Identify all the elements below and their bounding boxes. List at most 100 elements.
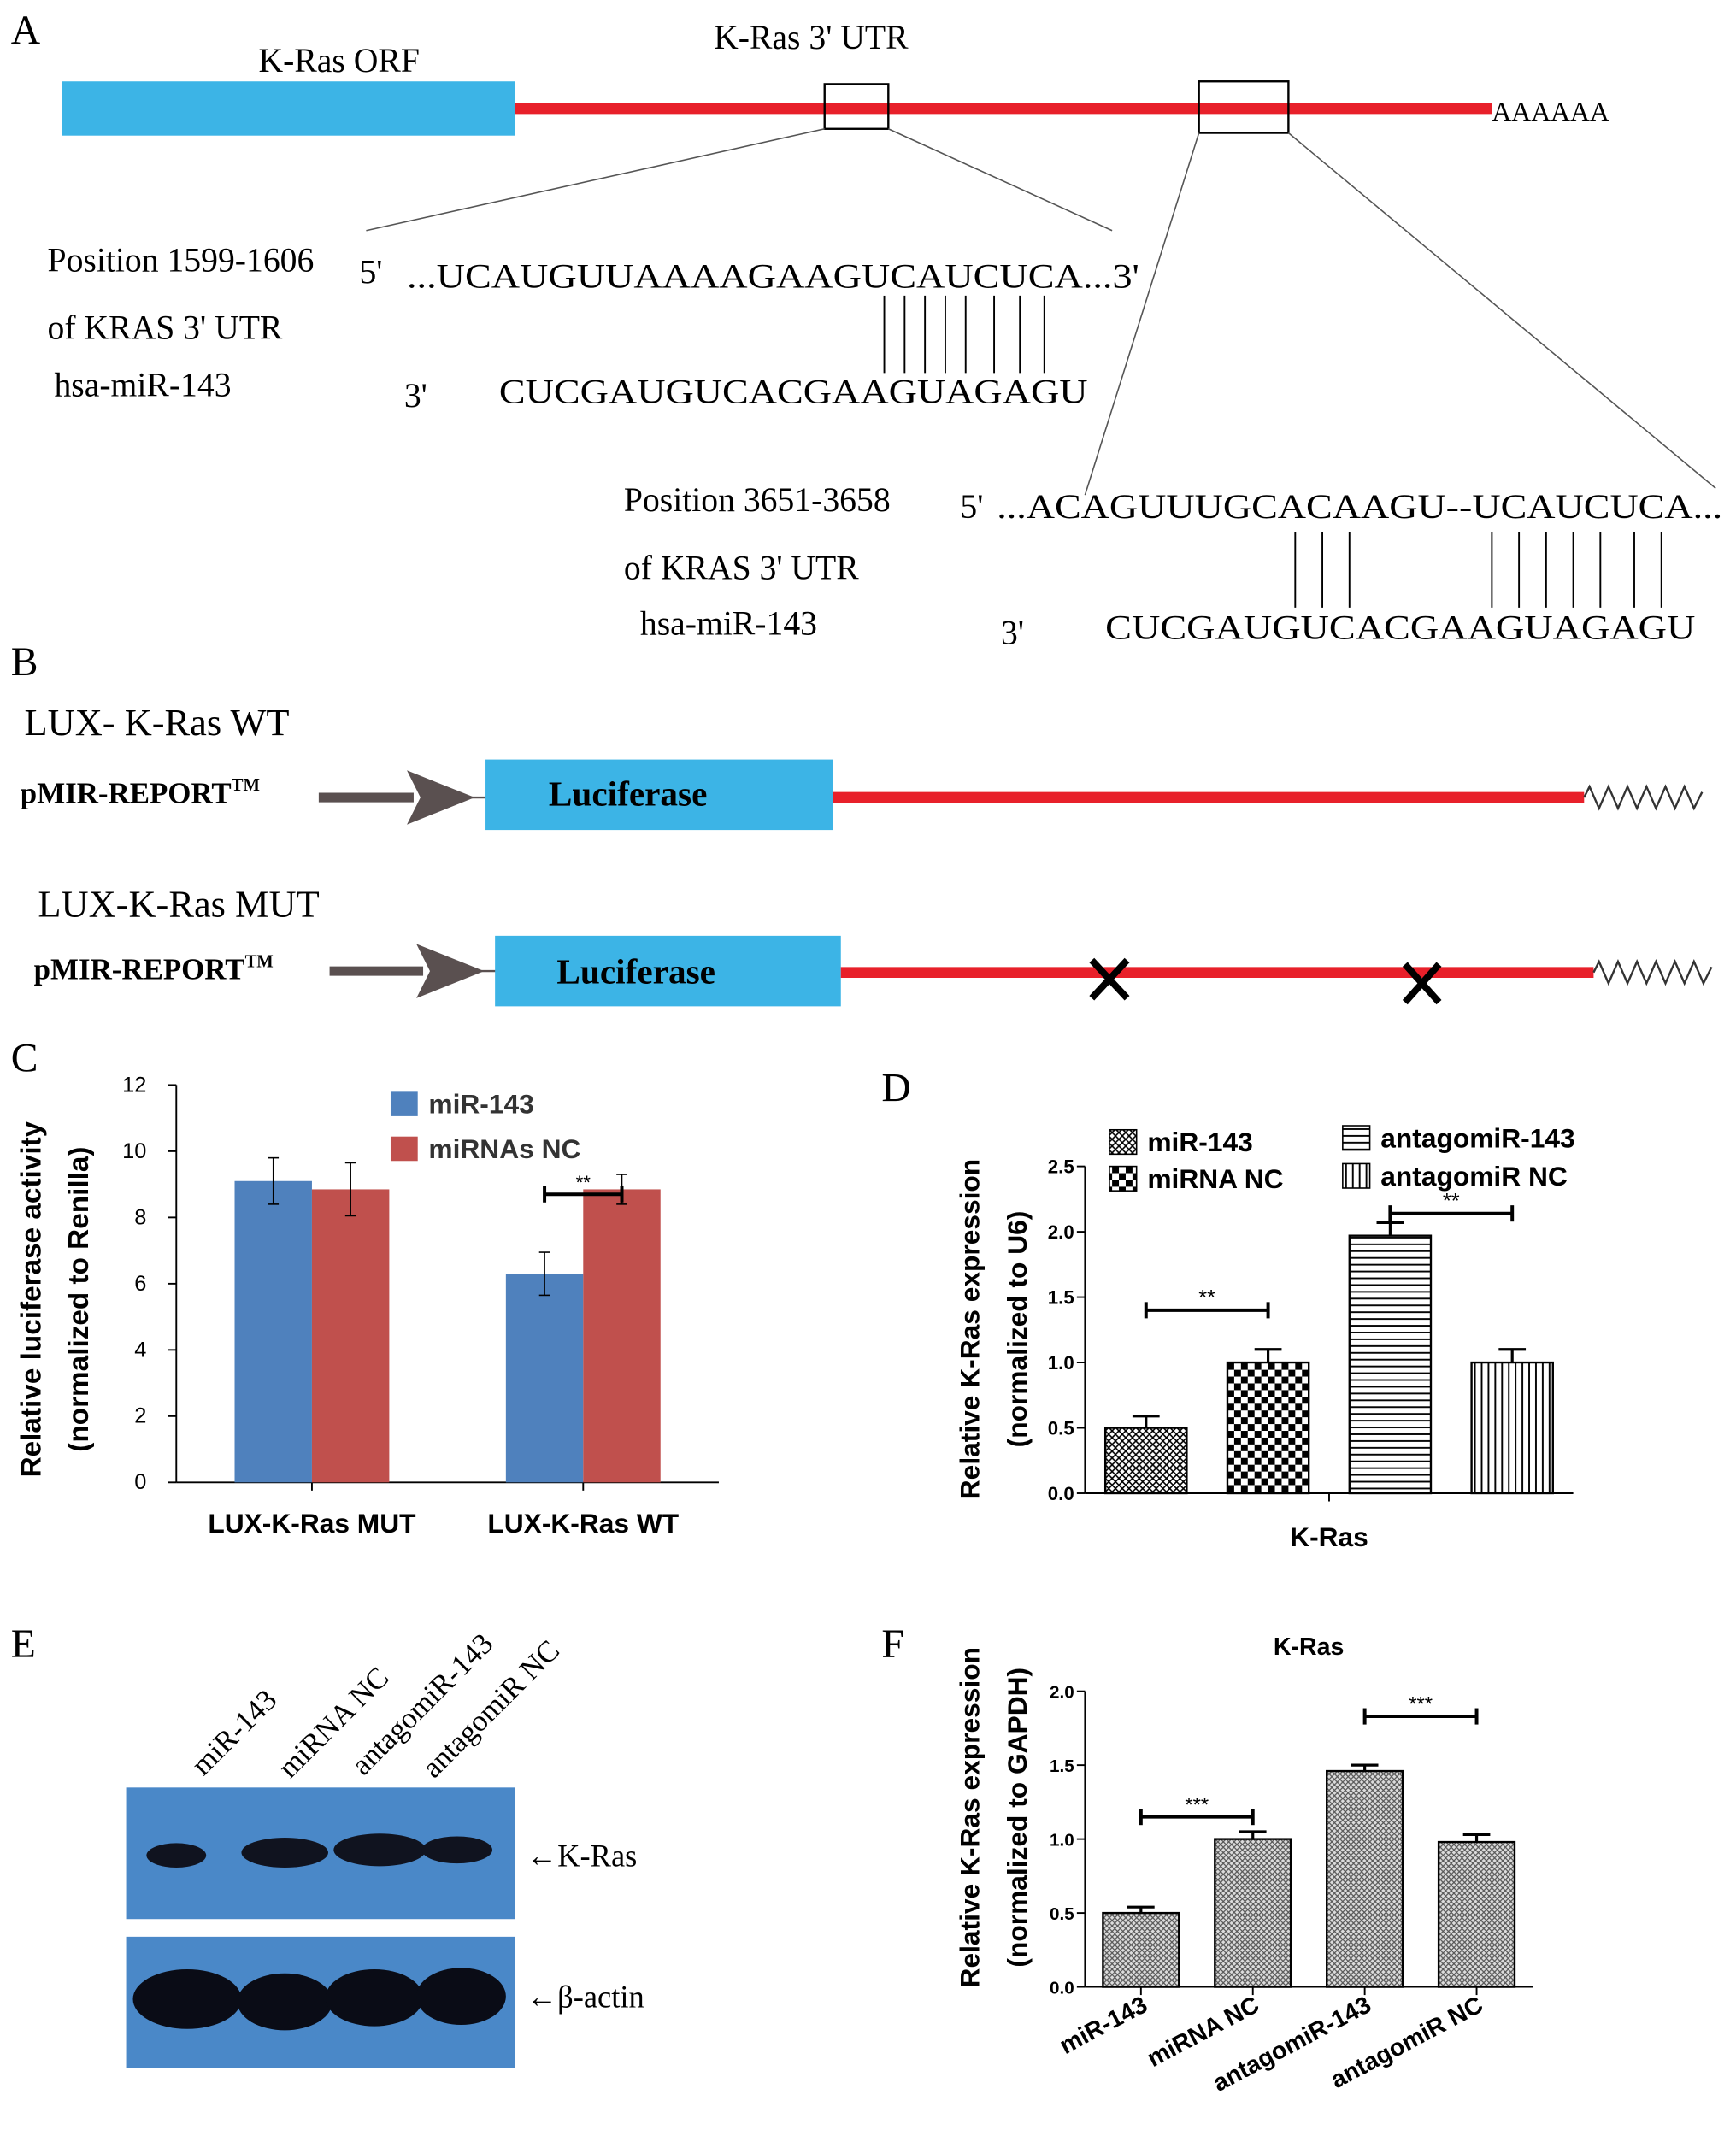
gene-label: Luciferase xyxy=(549,774,708,814)
panel-label: A xyxy=(11,9,41,53)
mirna-name: hsa-miR-143 xyxy=(640,605,817,643)
legend-swatch xyxy=(1342,1162,1371,1189)
error-bar xyxy=(1127,1905,1155,1914)
bar xyxy=(1103,1427,1188,1495)
utr-label: K-Ras 3' UTR xyxy=(714,19,909,56)
bar xyxy=(583,1189,661,1483)
legend-label: miRNAs NC xyxy=(428,1133,580,1164)
lane-label: miR-143 xyxy=(185,1683,283,1781)
site-position: Position 3651-3658 xyxy=(624,481,891,519)
three-prime: 3' xyxy=(404,377,427,415)
bar xyxy=(1470,1361,1554,1495)
legend-swatch xyxy=(1342,1125,1371,1151)
error-bar xyxy=(1498,1348,1527,1363)
x-axis-label: K-Ras xyxy=(1290,1521,1368,1552)
bar xyxy=(1214,1838,1292,1988)
vector-label: pMIR-REPORTTM xyxy=(34,952,274,986)
band-label: ←K-Ras xyxy=(527,1838,638,1873)
y-axis-label: (normalized to GAPDH) xyxy=(1002,1668,1033,1968)
y-tick-label: 1.5 xyxy=(1050,1756,1074,1776)
y-tick-label: 2 xyxy=(134,1404,146,1428)
mirna-seq: CUCGAUGUCACGAAGUAGAGU xyxy=(1105,609,1695,646)
legend-swatch xyxy=(1109,1128,1138,1156)
sig-label: ** xyxy=(1198,1286,1215,1310)
y-tick-label: 2.0 xyxy=(1048,1221,1074,1243)
sig-label: *** xyxy=(1185,1793,1209,1816)
y-axis-label: Relative K-Ras expression xyxy=(955,1647,986,1987)
trademark: TM xyxy=(245,952,274,971)
bar xyxy=(1102,1911,1180,1988)
legend-swatch xyxy=(390,1136,418,1162)
y-tick-label: 0.0 xyxy=(1050,1979,1074,1998)
y-tick-label: 2.5 xyxy=(1048,1156,1074,1178)
site-position: Position 1599-1606 xyxy=(48,241,315,279)
target-seq: ...UCAUGUUAAAAGAAGUCAUCUCA...3' xyxy=(407,257,1139,295)
x-tick-label: miR-143 xyxy=(1056,1991,1152,2059)
y-tick-label: 1.0 xyxy=(1050,1831,1074,1851)
bar xyxy=(1348,1234,1433,1495)
k-ras-bands xyxy=(146,1833,492,1868)
y-tick-label: 4 xyxy=(134,1338,146,1362)
y-tick-label: 0.5 xyxy=(1050,1904,1074,1924)
y-axis-label: Relative luciferase activity xyxy=(16,1121,48,1477)
legend-label: antagomiR NC xyxy=(1380,1161,1568,1192)
site-of: of KRAS 3' UTR xyxy=(48,309,283,347)
vector-name: pMIR-REPORT xyxy=(21,776,232,809)
legend-label: miR-143 xyxy=(1147,1127,1252,1157)
poly-a-tail xyxy=(1583,784,1704,811)
y-tick-label: 0.5 xyxy=(1048,1417,1074,1439)
zoom-lines xyxy=(366,127,1716,496)
y-tick-label: 8 xyxy=(134,1205,146,1229)
promoter-arrowhead xyxy=(416,944,485,998)
poly-a: AAAAAA xyxy=(1492,97,1609,127)
error-bar xyxy=(1462,1833,1491,1843)
gene-label: Luciferase xyxy=(556,951,715,991)
promoter-arrowhead xyxy=(407,770,475,825)
legend-swatch xyxy=(1109,1165,1138,1192)
orf-label: K-Ras ORF xyxy=(258,42,419,79)
poly-a-tail xyxy=(1592,959,1713,986)
panel-label: E xyxy=(11,1622,36,1667)
y-axis-label: Relative K-Ras expression xyxy=(955,1159,986,1499)
panel-label: F xyxy=(881,1622,903,1667)
actin-bands xyxy=(132,1968,506,2031)
vector-label: pMIR-REPORTTM xyxy=(21,776,260,809)
site-box xyxy=(823,83,890,130)
error-bar xyxy=(1351,1763,1379,1772)
error-bar xyxy=(1254,1348,1282,1363)
bar xyxy=(1326,1769,1404,1988)
mirna-seq: CUCGAUGUCACGAAGUAGAGU xyxy=(499,373,1088,410)
target-seq: ...ACAGUUUGCACAAGU--UCAUCUCA... xyxy=(997,488,1722,526)
legend-label: miRNA NC xyxy=(1147,1163,1283,1194)
band-label: ←β-actin xyxy=(527,1979,644,2014)
construct-name: LUX- K-Ras WT xyxy=(25,701,290,744)
bar xyxy=(1437,1840,1516,1988)
vector-name: pMIR-REPORT xyxy=(34,953,245,986)
chart-title: K-Ras xyxy=(1274,1633,1345,1661)
error-bar xyxy=(1132,1415,1160,1428)
bar xyxy=(311,1189,390,1483)
luciferase-box xyxy=(495,935,841,1007)
construct-name: LUX-K-Ras MUT xyxy=(38,883,319,926)
y-axis-label: (normalized to Renilla) xyxy=(63,1146,95,1451)
error-bar xyxy=(344,1162,356,1217)
panel-e: E miR-143 miRNA NC antagomiR-143 antagom… xyxy=(11,1622,644,2068)
x-tick-label: LUX-K-Ras MUT xyxy=(208,1508,416,1539)
site-box xyxy=(1198,80,1290,134)
panel-a: A K-Ras ORF K-Ras 3' UTR AAAAAA Position… xyxy=(11,9,1722,652)
y-tick-label: 10 xyxy=(122,1139,146,1163)
mutation-mark xyxy=(1089,957,1130,1001)
error-bar xyxy=(538,1251,550,1297)
sig-label: ** xyxy=(576,1172,591,1193)
bar xyxy=(234,1180,312,1483)
panel-label: D xyxy=(881,1066,910,1110)
y-tick-label: 6 xyxy=(134,1272,146,1296)
y-tick-label: 12 xyxy=(122,1073,146,1097)
legend-swatch xyxy=(390,1091,418,1116)
x-tick-label: LUX-K-Ras WT xyxy=(487,1508,679,1539)
five-prime: 5' xyxy=(960,488,983,526)
panel-label: B xyxy=(11,640,38,685)
sig-label: ** xyxy=(1443,1189,1460,1213)
orf-box xyxy=(62,81,515,136)
